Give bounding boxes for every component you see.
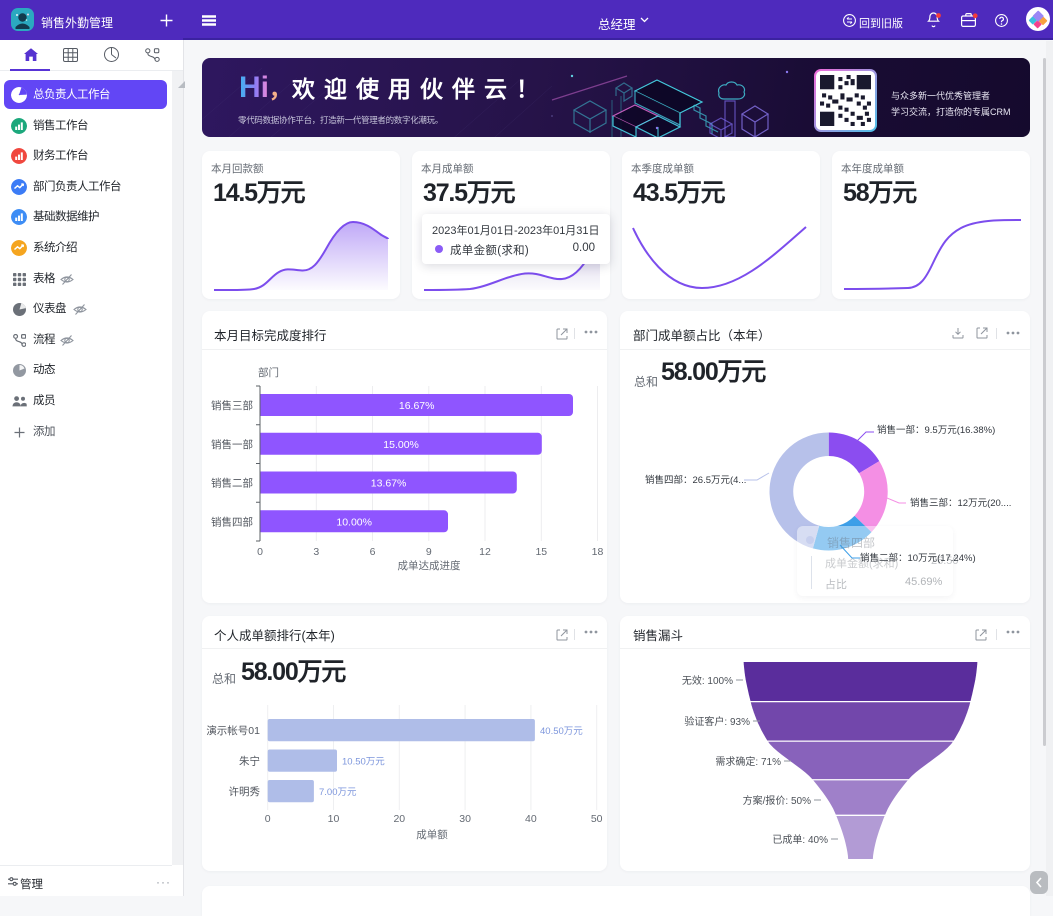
svg-text:朱宁: 朱宁 bbox=[239, 755, 260, 768]
svg-text:销售二部: 销售二部 bbox=[211, 477, 253, 490]
svg-text:13.67%: 13.67% bbox=[371, 478, 407, 490]
svg-text:0: 0 bbox=[265, 813, 271, 825]
svg-text:20: 20 bbox=[393, 813, 405, 825]
svg-text:销售四部: 销售四部 bbox=[211, 515, 253, 528]
svg-text:销售四部：26.5万元(4...: 销售四部：26.5万元(4... bbox=[645, 474, 746, 486]
svg-text:40.50万元: 40.50万元 bbox=[540, 726, 583, 737]
svg-text:销售三部: 销售三部 bbox=[211, 399, 253, 412]
svg-text:需求确定: 71%: 需求确定: 71% bbox=[715, 755, 781, 768]
svg-text:18: 18 bbox=[592, 546, 604, 558]
svg-text:15.00%: 15.00% bbox=[383, 439, 419, 451]
svg-text:方案/报价: 50%: 方案/报价: 50% bbox=[743, 794, 811, 807]
svg-text:9: 9 bbox=[426, 546, 432, 558]
svg-text:成单达成进度: 成单达成进度 bbox=[398, 559, 461, 572]
svg-text:成单额: 成单额 bbox=[416, 828, 448, 841]
svg-text:许明秀: 许明秀 bbox=[229, 785, 261, 798]
svg-text:50: 50 bbox=[591, 813, 603, 825]
svg-text:7.00万元: 7.00万元 bbox=[319, 787, 357, 798]
svg-text:30: 30 bbox=[459, 813, 471, 825]
svg-text:销售三部：12万元(20....: 销售三部：12万元(20.... bbox=[910, 497, 1011, 509]
svg-text:3: 3 bbox=[313, 546, 319, 558]
svg-text:演示帐号01: 演示帐号01 bbox=[206, 724, 260, 737]
svg-text:无效: 100%: 无效: 100% bbox=[682, 674, 733, 687]
svg-text:0: 0 bbox=[257, 546, 263, 558]
svg-text:6: 6 bbox=[370, 546, 376, 558]
svg-text:销售一部：9.5万元(16.38%): 销售一部：9.5万元(16.38%) bbox=[877, 424, 995, 436]
svg-text:12: 12 bbox=[479, 546, 491, 558]
svg-text:16.67%: 16.67% bbox=[399, 400, 435, 412]
svg-text:10: 10 bbox=[328, 813, 340, 825]
svg-text:销售二部：10万元(17.24%): 销售二部：10万元(17.24%) bbox=[860, 552, 976, 564]
svg-text:40: 40 bbox=[525, 813, 537, 825]
svg-text:销售一部: 销售一部 bbox=[211, 438, 253, 451]
svg-text:已成单: 40%: 已成单: 40% bbox=[772, 834, 828, 846]
svg-text:部门: 部门 bbox=[258, 366, 279, 379]
svg-text:15: 15 bbox=[535, 546, 547, 558]
svg-text:10.00%: 10.00% bbox=[336, 516, 372, 528]
svg-text:10.50万元: 10.50万元 bbox=[342, 757, 385, 768]
svg-text:验证客户: 93%: 验证客户: 93% bbox=[684, 715, 750, 728]
